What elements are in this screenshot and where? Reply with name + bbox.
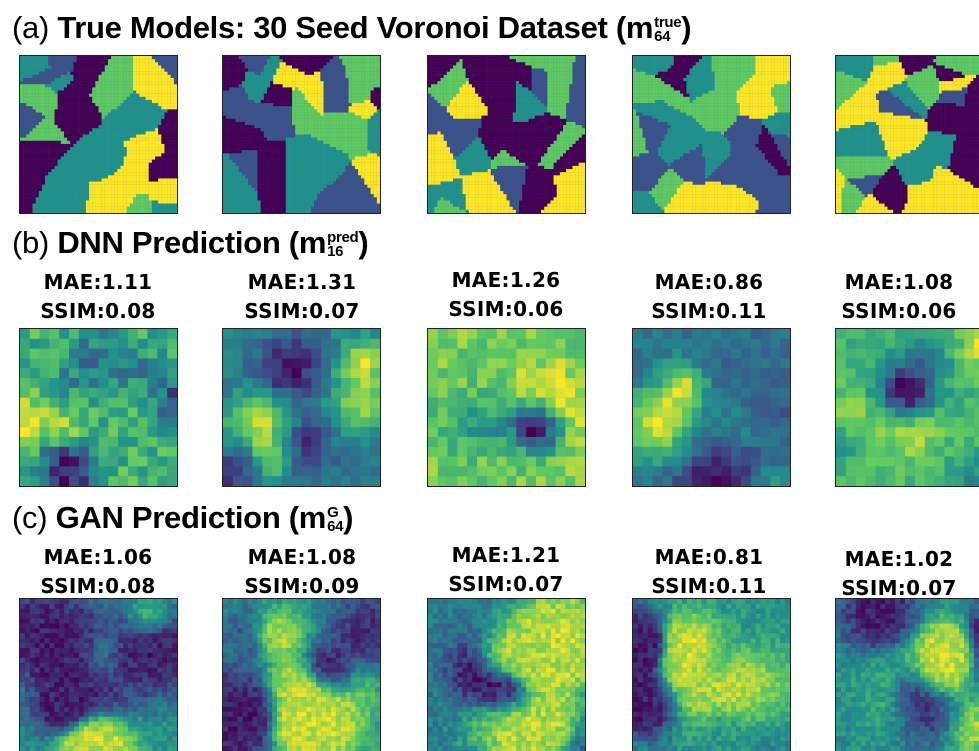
dnn-mae-1: MAE:1.11: [43, 270, 153, 294]
dnn-mae-5: MAE:1.08: [844, 270, 954, 294]
gan-image-2: [223, 599, 380, 751]
dnn-panel-2: [222, 328, 381, 487]
dnn-ssim-4: SSIM:0.11: [651, 299, 767, 323]
true-model-image-3: [428, 56, 585, 213]
section-b-symbol: m pred 16: [298, 225, 359, 260]
gan-panel-2: [222, 598, 381, 751]
gan-mae-5: MAE:1.02: [844, 547, 954, 571]
gan-panel-4: [632, 598, 791, 751]
gan-mae-4: MAE:0.81: [654, 545, 764, 569]
section-c-symbol: m G 64: [298, 500, 344, 535]
dnn-panel-4: [632, 328, 791, 487]
dnn-metric-5: MAE:1.08 SSIM:0.06: [819, 268, 979, 326]
gan-image-3: [428, 599, 585, 751]
dnn-mae-2: MAE:1.31: [247, 270, 357, 294]
dnn-image-1: [20, 329, 177, 486]
gan-mae-1: MAE:1.06: [43, 545, 153, 569]
true-model-panel-4: [632, 55, 791, 214]
gan-image-1: [20, 599, 177, 751]
gan-ssim-5: SSIM:0.07: [841, 576, 957, 600]
true-model-panel-5: [835, 55, 979, 214]
dnn-mae-3: MAE:1.26: [451, 268, 561, 292]
dnn-mae-4: MAE:0.86: [654, 270, 764, 294]
gan-metric-2: MAE:1.08 SSIM:0.09: [222, 543, 382, 601]
true-model-panel-3: [427, 55, 586, 214]
dnn-image-2: [223, 329, 380, 486]
section-c-title: (c) GAN Prediction (m G 64): [12, 500, 354, 535]
gan-metric-5: MAE:1.02 SSIM:0.07: [819, 545, 979, 603]
gan-panel-3: [427, 598, 586, 751]
true-model-panel-2: [222, 55, 381, 214]
section-a-symbol: m true 64: [625, 10, 682, 45]
section-a-title: (a) True Models: 30 Seed Voronoi Dataset…: [12, 10, 692, 45]
gan-image-4: [633, 599, 790, 751]
section-b-heading: DNN Prediction (: [57, 225, 299, 260]
gan-ssim-3: SSIM:0.07: [448, 572, 564, 596]
gan-panel-1: [19, 598, 178, 751]
section-c-tag: (c): [12, 500, 48, 535]
dnn-metric-1: MAE:1.11 SSIM:0.08: [18, 268, 178, 326]
gan-panel-5: [835, 598, 979, 751]
dnn-ssim-2: SSIM:0.07: [244, 299, 360, 323]
gan-ssim-4: SSIM:0.11: [651, 574, 767, 598]
section-b-tag: (b): [12, 225, 49, 260]
gan-mae-2: MAE:1.08: [247, 545, 357, 569]
dnn-panel-3: [427, 328, 586, 487]
dnn-ssim-3: SSIM:0.06: [448, 297, 564, 321]
gan-metric-4: MAE:0.81 SSIM:0.11: [629, 543, 789, 601]
true-model-image-4: [633, 56, 790, 213]
dnn-panel-5: [835, 328, 979, 487]
gan-ssim-2: SSIM:0.09: [244, 574, 360, 598]
section-c-heading: GAN Prediction (: [55, 500, 300, 535]
gan-ssim-1: SSIM:0.08: [40, 574, 156, 598]
dnn-panel-1: [19, 328, 178, 487]
dnn-image-3: [428, 329, 585, 486]
dnn-image-5: [836, 329, 979, 486]
gan-mae-3: MAE:1.21: [451, 543, 561, 567]
true-model-image-5: [836, 56, 979, 213]
dnn-metric-3: MAE:1.26 SSIM:0.06: [426, 266, 586, 324]
dnn-ssim-5: SSIM:0.06: [841, 299, 957, 323]
section-b-title: (b) DNN Prediction (m pred 16): [12, 225, 369, 260]
gan-image-5: [836, 599, 979, 751]
dnn-image-4: [633, 329, 790, 486]
dnn-metric-4: MAE:0.86 SSIM:0.11: [629, 268, 789, 326]
section-a-heading: True Models: 30 Seed Voronoi Dataset (: [57, 10, 626, 45]
gan-metric-1: MAE:1.06 SSIM:0.08: [18, 543, 178, 601]
true-model-image-1: [20, 56, 177, 213]
gan-metric-3: MAE:1.21 SSIM:0.07: [426, 541, 586, 599]
dnn-ssim-1: SSIM:0.08: [40, 299, 156, 323]
true-model-panel-1: [19, 55, 178, 214]
dnn-metric-2: MAE:1.31 SSIM:0.07: [222, 268, 382, 326]
section-a-tag: (a): [12, 10, 49, 45]
true-model-image-2: [223, 56, 380, 213]
